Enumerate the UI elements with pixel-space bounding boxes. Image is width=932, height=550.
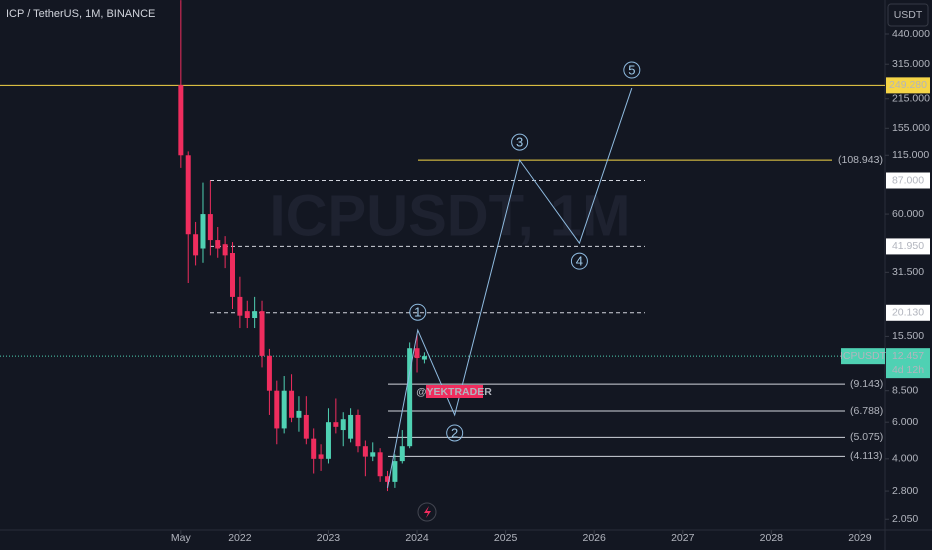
candle-body <box>377 452 383 477</box>
candle-body <box>355 414 361 447</box>
candle-body <box>281 390 287 429</box>
y-tick-label: 8.500 <box>892 384 918 396</box>
wave-label: 1 <box>414 305 421 320</box>
author: @YEKTRADER <box>416 386 492 398</box>
level-label: (4.113) <box>850 450 883 462</box>
x-tick-label: 2026 <box>583 532 607 544</box>
replay-icon <box>417 502 437 522</box>
x-tick-label: May <box>171 532 192 544</box>
level-label: (5.075) <box>850 431 883 443</box>
x-tick-label: 2029 <box>848 532 872 544</box>
candle-body <box>421 356 427 360</box>
wave-marker <box>511 133 529 151</box>
x-tick-label: 2027 <box>671 532 695 544</box>
price-box-label: 12.457 <box>892 350 924 362</box>
candle-body <box>348 414 354 439</box>
candle-body <box>414 348 420 359</box>
wave-label: 2 <box>451 425 458 440</box>
price-box <box>886 238 930 255</box>
x-tick-label: 2022 <box>228 532 252 544</box>
candle-body <box>178 85 184 156</box>
candle-body <box>237 296 243 316</box>
candle-body <box>407 348 413 447</box>
wave-marker <box>446 424 464 442</box>
level-label: (6.788) <box>850 405 883 417</box>
level-label: (9.143) <box>850 378 883 390</box>
candle-body <box>266 355 272 391</box>
candle-body <box>370 452 376 457</box>
watermark: ICPUSDT, 1M <box>270 183 631 248</box>
symbol-label: ICPUSDT <box>840 350 887 362</box>
candle-body <box>296 410 302 418</box>
candle-body <box>385 476 391 482</box>
y-tick-label: 440.000 <box>892 28 930 40</box>
x-tick-label: 2025 <box>494 532 518 544</box>
candle-body <box>244 311 250 319</box>
candle-body <box>200 214 206 249</box>
y-tick-label: 215.000 <box>892 93 930 105</box>
candle-body <box>215 240 221 249</box>
wave-marker <box>623 61 641 79</box>
wave-label: 4 <box>576 254 583 269</box>
level-label: (108.943) <box>838 154 883 166</box>
candle-body <box>193 234 199 256</box>
price-box <box>886 77 930 94</box>
symbol-box <box>841 348 885 365</box>
price-box <box>886 172 930 189</box>
countdown: 4d 12h <box>892 364 924 376</box>
candle-body <box>362 446 368 457</box>
candle-body <box>207 214 213 241</box>
y-tick-label: 155.000 <box>892 122 930 134</box>
currency-box <box>887 3 929 27</box>
y-tick-label: 6.000 <box>892 416 918 428</box>
x-tick-label: 2024 <box>405 532 429 544</box>
candle-body <box>222 244 228 256</box>
wave-label: 5 <box>628 62 635 77</box>
candle-body <box>274 390 280 429</box>
price-box-label: 249.280 <box>889 79 927 91</box>
wave-label: 3 <box>516 135 523 150</box>
candle-body <box>185 155 191 235</box>
candle-body <box>325 422 331 459</box>
candle-body <box>318 454 324 459</box>
price-box <box>886 304 930 321</box>
price-box-label: 20.130 <box>892 307 924 319</box>
y-tick-label: 4.000 <box>892 453 918 465</box>
candle-body <box>289 390 295 418</box>
candle-body <box>259 311 265 356</box>
author-badge <box>426 385 483 398</box>
candle-body <box>311 438 317 459</box>
price-box-label: 41.950 <box>892 240 924 252</box>
y-tick-label: 315.000 <box>892 58 930 70</box>
x-tick-label: 2023 <box>317 532 341 544</box>
price-box <box>886 348 930 379</box>
candle-body <box>392 461 398 482</box>
chart-title: ICP / TetherUS, 1M, BINANCE <box>6 8 155 20</box>
candle-body <box>333 422 339 427</box>
wave-path <box>387 87 633 488</box>
candle-body <box>230 253 236 297</box>
candle-body <box>252 311 258 319</box>
y-tick-label: 2.800 <box>892 485 918 497</box>
candle-body <box>303 414 309 439</box>
wave-marker <box>570 252 588 270</box>
y-tick-label: 60.000 <box>892 208 924 220</box>
price-box-label: 87.000 <box>892 174 924 186</box>
y-tick-label: 31.500 <box>892 266 924 278</box>
candle-body <box>399 446 405 462</box>
y-tick-label: 15.500 <box>892 330 924 342</box>
x-tick-label: 2028 <box>760 532 784 544</box>
currency: USDT <box>894 9 923 21</box>
y-tick-label: 2.050 <box>892 513 918 525</box>
candle-body <box>340 419 346 431</box>
wave-marker <box>409 303 427 321</box>
y-tick-label: 115.000 <box>892 149 929 161</box>
